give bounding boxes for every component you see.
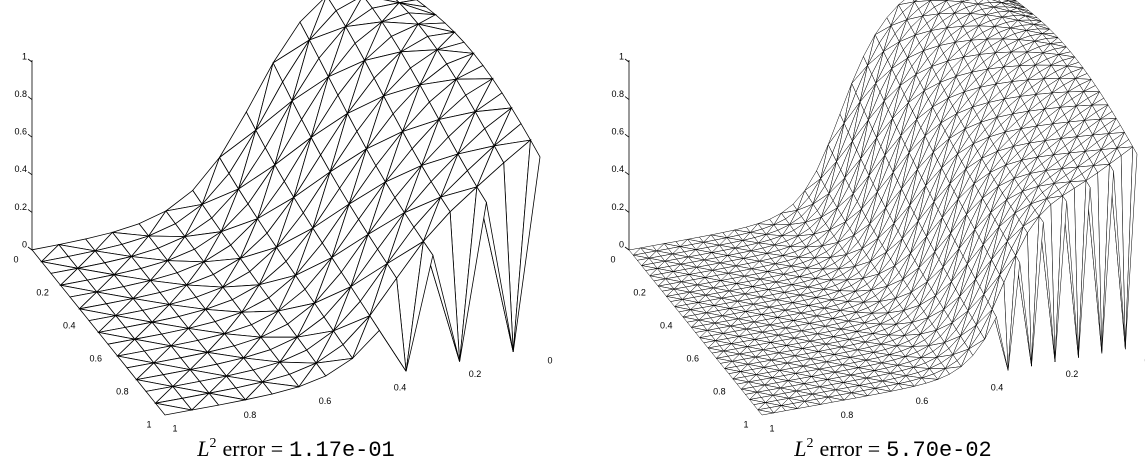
z-tick (624, 209, 630, 213)
panel: 0 0.2 0.4 0.6 0.8 1 0 0.2 0.4 0.6 0.8 1 1 0.8 0.6 0.4 0.… (13, 0, 553, 463)
front-tick-label: 0.8 (841, 410, 854, 420)
z-tick (27, 133, 33, 138)
z-tick-label: 0.8 (14, 89, 27, 99)
front-tick-label: 0.2 (469, 369, 482, 379)
front-tick-label: 0.2 (1066, 369, 1079, 379)
mesh-face (1031, 215, 1044, 367)
z-tick-label: 1 (619, 51, 624, 61)
panel: 0 0.2 0.4 0.6 0.8 1 0 0.2 0.4 0.6 0.8 1 1 0.8 0.6 0.4 0.… (610, 0, 1145, 463)
mesh-face (796, 400, 810, 409)
mesh-face (937, 368, 950, 380)
mesh-face (843, 392, 857, 401)
mesh-face (1007, 254, 1021, 371)
mesh-face (297, 362, 327, 388)
caption-symbol: L (793, 436, 806, 461)
front-tick-label: 0.6 (319, 396, 332, 406)
caption-exponent: 2 (209, 436, 216, 451)
z-tick (624, 171, 630, 176)
front-tick-label: 0 (547, 355, 552, 365)
depth-tick-label: 0.4 (660, 320, 673, 330)
depth-tick-label: 0 (13, 254, 18, 264)
depth-tick-label: 0.8 (713, 386, 726, 396)
mesh-face (757, 409, 774, 416)
depth-tick-label: 0.8 (116, 386, 129, 396)
depth-tick-label: 1 (743, 419, 748, 429)
caption-exponent: 2 (806, 436, 813, 451)
mesh-face (913, 377, 927, 387)
caption-value: 5.70e-02 (886, 438, 992, 463)
z-tick (624, 96, 630, 100)
front-tick-label: 0.4 (991, 383, 1004, 393)
depth-tick-label: 0.6 (90, 353, 103, 363)
mesh-face (405, 240, 434, 372)
mesh-face (352, 314, 380, 359)
z-tick-label: 0.6 (611, 127, 624, 137)
front-tick-label: 1 (769, 423, 774, 433)
front-tick-label: 0.8 (244, 410, 257, 420)
front-tick-label: 1 (172, 423, 177, 433)
mesh-face (459, 185, 487, 362)
z-tick-label: 0.2 (611, 202, 624, 212)
depth-tick-label: 1 (146, 419, 151, 429)
z-tick-label: 0.6 (14, 127, 27, 137)
mesh-face (960, 348, 974, 367)
z-tick (27, 246, 33, 251)
caption-label: error = (819, 436, 880, 461)
depth-tick-label: 0.2 (36, 287, 49, 297)
z-tick-label: 0.4 (611, 164, 624, 174)
mesh-face (190, 392, 220, 411)
mesh-face (154, 402, 192, 416)
z-tick-label: 0.8 (611, 89, 624, 99)
z-tick-label: 0 (619, 239, 624, 249)
z-tick (624, 246, 630, 251)
depth-tick-label: 0 (610, 254, 615, 264)
mesh (628, 0, 1138, 416)
depth-tick-label: 0.4 (63, 320, 76, 330)
z-tick-label: 1 (22, 51, 27, 61)
mesh-face (1125, 145, 1138, 350)
caption-value: 1.17e-01 (289, 438, 395, 463)
front-tick-label: 0.6 (916, 396, 929, 406)
mesh-face (866, 388, 880, 397)
z-tick (27, 209, 33, 213)
caption-label: error = (222, 436, 283, 461)
mesh-face (890, 383, 904, 392)
z-tick (624, 58, 630, 63)
z-tick-label: 0.4 (14, 164, 27, 174)
mesh-face (772, 405, 786, 414)
z-tick (27, 96, 33, 100)
z-tick (624, 133, 630, 138)
z-tick-label: 0 (22, 239, 27, 249)
depth-tick-label: 0.2 (633, 287, 646, 297)
caption-symbol: L (196, 436, 209, 461)
mesh-face (1054, 195, 1067, 362)
front-tick-label: 0.4 (394, 383, 407, 393)
mesh-face (819, 396, 833, 405)
mesh (31, 0, 541, 416)
caption: L2 error = 5.70e-02 (793, 436, 992, 463)
z-tick (27, 58, 33, 63)
mesh-face (512, 138, 541, 352)
z-tick-label: 0.2 (14, 202, 27, 212)
depth-tick-label: 0.6 (687, 353, 700, 363)
mesh-face (1101, 163, 1114, 354)
mesh-face (984, 308, 997, 340)
z-tick (27, 171, 33, 176)
mesh-face (1078, 179, 1091, 358)
mesh-face (244, 381, 273, 401)
caption: L2 error = 1.17e-01 (196, 436, 395, 463)
